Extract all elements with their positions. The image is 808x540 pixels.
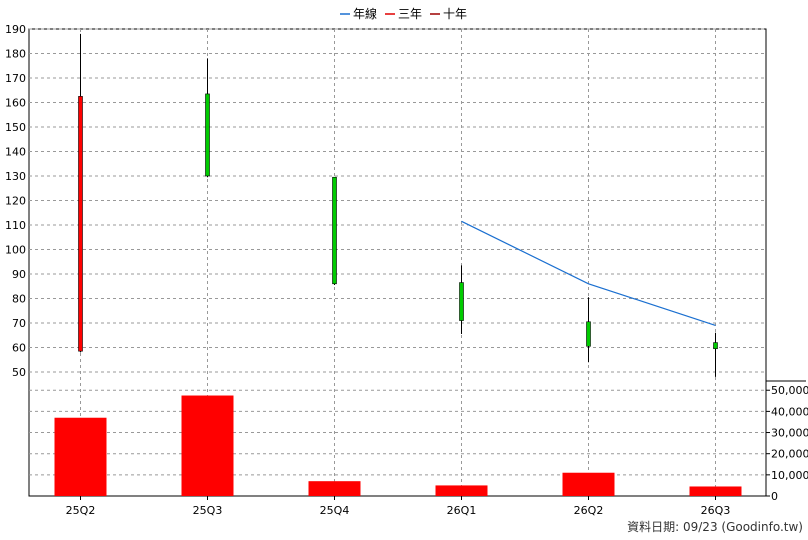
x-tick-label: 26Q2 bbox=[574, 504, 604, 517]
volume-bar bbox=[435, 485, 488, 496]
volume-layer bbox=[54, 395, 742, 496]
price-tick-label: 90 bbox=[12, 268, 26, 281]
price-tick-label: 120 bbox=[5, 195, 26, 208]
candle-body bbox=[713, 342, 718, 350]
legend-label: 年線 bbox=[353, 6, 377, 21]
candle-body bbox=[205, 93, 210, 177]
x-tick-label: 26Q1 bbox=[447, 504, 477, 517]
volume-tick-label: 20,000 bbox=[771, 448, 808, 461]
price-tick-label: 60 bbox=[12, 342, 26, 355]
axis-layer: 50 60 70 80 90 100 110 120 130 140 150 160 170 180 190… bbox=[5, 23, 808, 517]
volume-tick-label: 50,000 bbox=[771, 384, 808, 397]
footer-source: 資料日期: 09/23 (Goodinfo.tw) bbox=[627, 520, 803, 534]
line-layer bbox=[461, 220, 716, 327]
x-tick-label: 25Q2 bbox=[66, 504, 96, 517]
volume-bar bbox=[562, 472, 615, 496]
candle-body bbox=[586, 321, 591, 347]
volume-bar bbox=[689, 486, 742, 496]
legend: 年線 三年 十年 bbox=[340, 6, 467, 21]
volume-tick-label: 0 bbox=[771, 490, 778, 503]
volume-bar bbox=[308, 481, 361, 496]
legend-label: 三年 bbox=[398, 7, 422, 21]
price-tick-label: 190 bbox=[5, 23, 26, 36]
price-tick-label: 110 bbox=[5, 219, 26, 232]
price-tick-label: 150 bbox=[5, 121, 26, 134]
price-tick-label: 130 bbox=[5, 170, 26, 183]
price-tick-label: 160 bbox=[5, 97, 26, 110]
candle-layer bbox=[78, 33, 718, 377]
volume-bar bbox=[181, 395, 234, 496]
price-tick-label: 140 bbox=[5, 146, 26, 159]
candle-body bbox=[78, 96, 83, 352]
price-tick-label: 70 bbox=[12, 317, 26, 330]
volume-bar bbox=[54, 417, 107, 496]
price-tick-label: 50 bbox=[12, 366, 26, 379]
x-tick-label: 25Q3 bbox=[193, 504, 223, 517]
volume-tick-label: 30,000 bbox=[771, 427, 808, 440]
candle-body bbox=[332, 176, 337, 285]
plot-area bbox=[28, 28, 767, 497]
x-tick-label: 25Q4 bbox=[320, 504, 350, 517]
price-tick-label: 170 bbox=[5, 72, 26, 85]
legend-label: 十年 bbox=[443, 7, 467, 21]
line-series bbox=[461, 220, 716, 327]
price-tick-label: 100 bbox=[5, 244, 26, 257]
x-tick-label: 26Q3 bbox=[701, 504, 731, 517]
price-tick-label: 80 bbox=[12, 293, 26, 306]
grid-layer bbox=[29, 28, 766, 496]
candle-body bbox=[459, 282, 464, 321]
volume-tick-label: 10,000 bbox=[771, 469, 808, 482]
volume-tick-label: 40,000 bbox=[771, 405, 808, 418]
price-tick-label: 180 bbox=[5, 48, 26, 61]
